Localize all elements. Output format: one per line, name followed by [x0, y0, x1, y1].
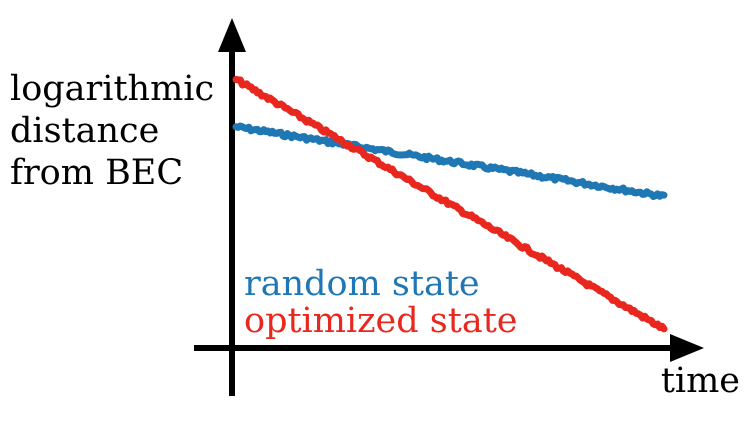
- legend: random state optimized state: [244, 264, 517, 341]
- axes: [194, 18, 704, 396]
- series-group: [232, 76, 668, 333]
- series-line-random-state: [232, 122, 668, 200]
- y-axis-arrow: [218, 18, 246, 52]
- y-axis-label-line-2: distance: [10, 111, 159, 151]
- y-axis-label: logarithmic distance from BEC: [10, 69, 225, 193]
- legend-entry-random-state: random state: [244, 264, 480, 304]
- x-axis-label: time: [661, 361, 740, 401]
- y-axis-label-line-3: from BEC: [10, 153, 183, 193]
- x-axis-arrow: [670, 334, 704, 362]
- y-axis-label-line-1: logarithmic: [10, 69, 214, 109]
- series-line-optimized-state: [232, 76, 668, 333]
- legend-entry-optimized-state: optimized state: [244, 301, 517, 341]
